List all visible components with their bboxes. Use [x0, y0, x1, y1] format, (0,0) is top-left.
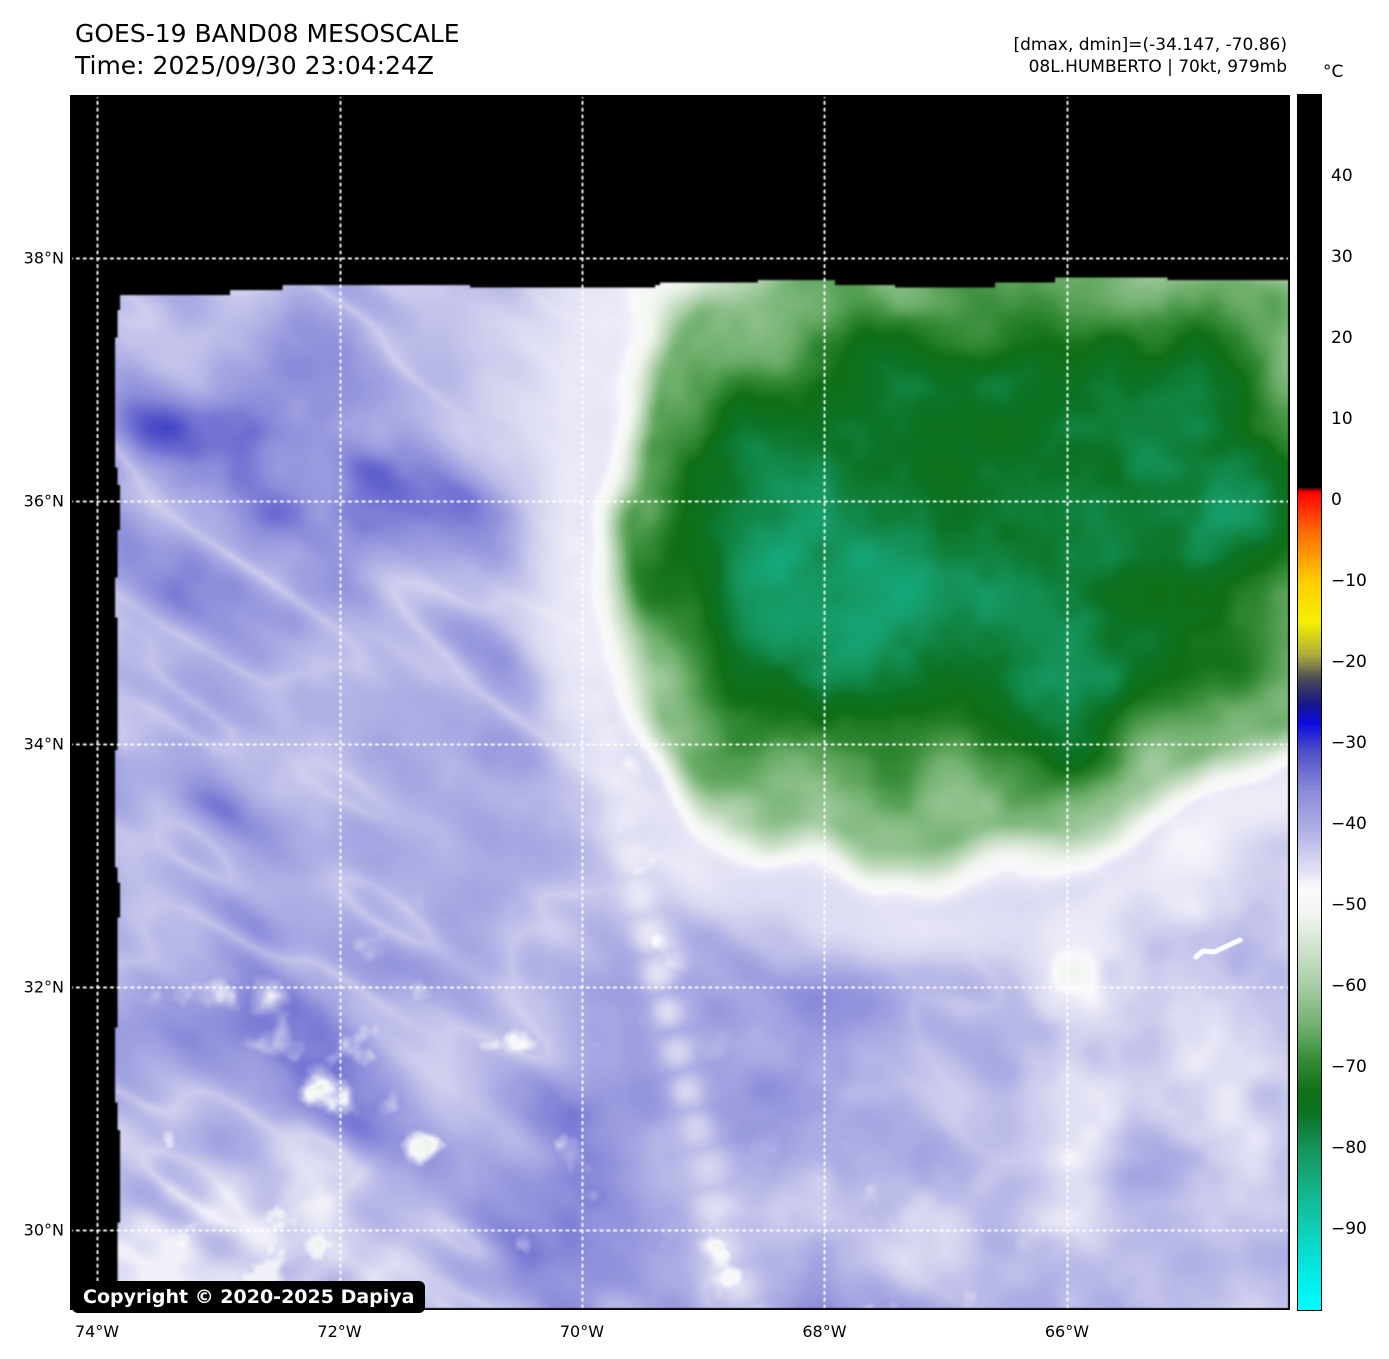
colorbar-tick-label: −40	[1331, 814, 1367, 834]
colorbar-unit-label: °C	[1323, 62, 1344, 82]
colorbar	[1297, 94, 1322, 1311]
lat-tick-label: 30°N	[23, 1220, 64, 1240]
colorbar-tick-label: −10	[1331, 571, 1367, 591]
lat-tick-label: 38°N	[23, 248, 64, 268]
colorbar-tick-label: 30	[1331, 247, 1353, 267]
lat-tick-label: 36°N	[23, 491, 64, 511]
colorbar-tick-label: 10	[1331, 409, 1353, 429]
page-title: GOES-19 BAND08 MESOSCALE	[75, 19, 460, 48]
colorbar-tick-label: −20	[1331, 652, 1367, 672]
colorbar-tick-label: −60	[1331, 976, 1367, 996]
lon-tick-label: 70°W	[559, 1322, 605, 1341]
copyright-badge: Copyright © 2020-2025 Dapiya	[72, 1281, 426, 1313]
colorbar-tick-label: −50	[1331, 895, 1367, 915]
colorbar-tick-label: 0	[1331, 490, 1342, 510]
lon-tick-label: 72°W	[317, 1322, 362, 1341]
satellite-image-canvas	[70, 95, 1290, 1310]
lon-tick-label: 74°W	[74, 1322, 120, 1341]
colorbar-tick-label: 20	[1331, 328, 1353, 348]
lon-tick-label: 66°W	[1044, 1322, 1090, 1341]
colorbar-tick-label: −30	[1331, 733, 1367, 753]
timestamp-line: Time: 2025/09/30 23:04:24Z	[75, 51, 434, 80]
colorbar-tick-label: −70	[1331, 1057, 1367, 1077]
extrema-annotation: [dmax, dmin]=(-34.147, -70.86)	[1013, 35, 1288, 55]
colorbar-tick-label: −80	[1331, 1138, 1367, 1158]
lon-tick-label: 68°W	[802, 1322, 847, 1341]
storm-annotation: 08L.HUMBERTO | 70kt, 979mb	[1028, 57, 1287, 77]
colorbar-tick-label: −90	[1331, 1219, 1367, 1239]
lat-tick-label: 32°N	[23, 977, 64, 997]
lat-tick-label: 34°N	[23, 734, 64, 754]
colorbar-tick-label: 40	[1331, 166, 1353, 186]
